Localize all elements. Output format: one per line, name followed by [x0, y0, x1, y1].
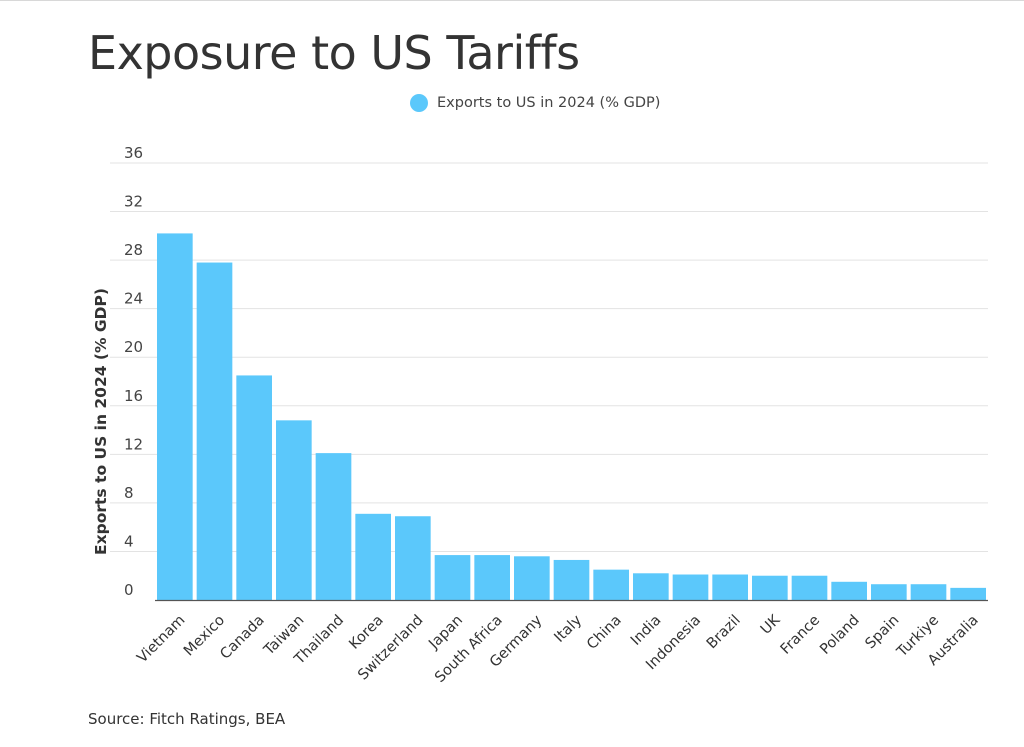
bar-australia — [950, 587, 986, 600]
bar-italy — [553, 559, 590, 600]
bar-uk — [752, 575, 788, 600]
x-tick-label: Canada — [217, 612, 267, 662]
bar-india — [633, 573, 669, 600]
x-tick-label: Brazil — [704, 612, 744, 652]
y-tick-label: 28 — [124, 241, 143, 259]
x-tick-label: Poland — [817, 612, 863, 658]
legend-swatch — [410, 94, 428, 112]
top-divider — [0, 0, 1024, 1]
chart-title: Exposure to US Tariffs — [88, 26, 580, 80]
bar-spain — [871, 584, 907, 600]
x-tick-label: Vietnam — [134, 612, 188, 666]
source-note: Source: Fitch Ratings, BEA — [88, 710, 286, 728]
y-tick-label: 36 — [124, 144, 143, 162]
x-tick-label: France — [778, 612, 823, 657]
x-tick-label: China — [584, 612, 625, 653]
bar-japan — [434, 555, 471, 600]
y-tick-label: 32 — [124, 193, 143, 211]
y-axis-ticks: 0 4 8 12 16 20 24 28 32 36 — [124, 144, 143, 599]
bar-vietnam — [157, 233, 193, 600]
legend: Exports to US in 2024 (% GDP) — [410, 92, 660, 114]
y-tick-label: 0 — [124, 581, 134, 599]
bar-thailand — [315, 453, 352, 600]
bar-switzerland — [395, 516, 431, 600]
y-tick-label: 8 — [124, 484, 134, 502]
bars — [157, 233, 986, 600]
y-tick-label: 16 — [124, 387, 143, 405]
bar-south-africa — [474, 555, 510, 600]
x-tick-label: India — [628, 612, 664, 648]
bar-korea — [355, 513, 391, 600]
y-tick-label: 12 — [124, 435, 143, 453]
y-tick-label: 20 — [124, 338, 143, 356]
bar-brazil — [712, 574, 748, 600]
y-tick-label: 24 — [124, 290, 143, 308]
bar-mexico — [196, 262, 233, 600]
legend-label: Exports to US in 2024 (% GDP) — [437, 95, 661, 111]
bar-poland — [831, 581, 867, 600]
bar-indonesia — [672, 574, 709, 600]
bar-china — [593, 569, 629, 600]
bar-taiwan — [276, 420, 312, 600]
x-tick-label: Italy — [552, 612, 586, 646]
bar-canada — [236, 375, 272, 600]
y-axis-title: Exports to US in 2024 (% GDP) — [92, 288, 110, 555]
x-tick-label: UK — [758, 612, 784, 638]
bar-turkiye — [910, 584, 947, 600]
y-tick-label: 4 — [124, 532, 134, 550]
bar-germany — [514, 556, 550, 600]
bar-france — [791, 575, 828, 600]
